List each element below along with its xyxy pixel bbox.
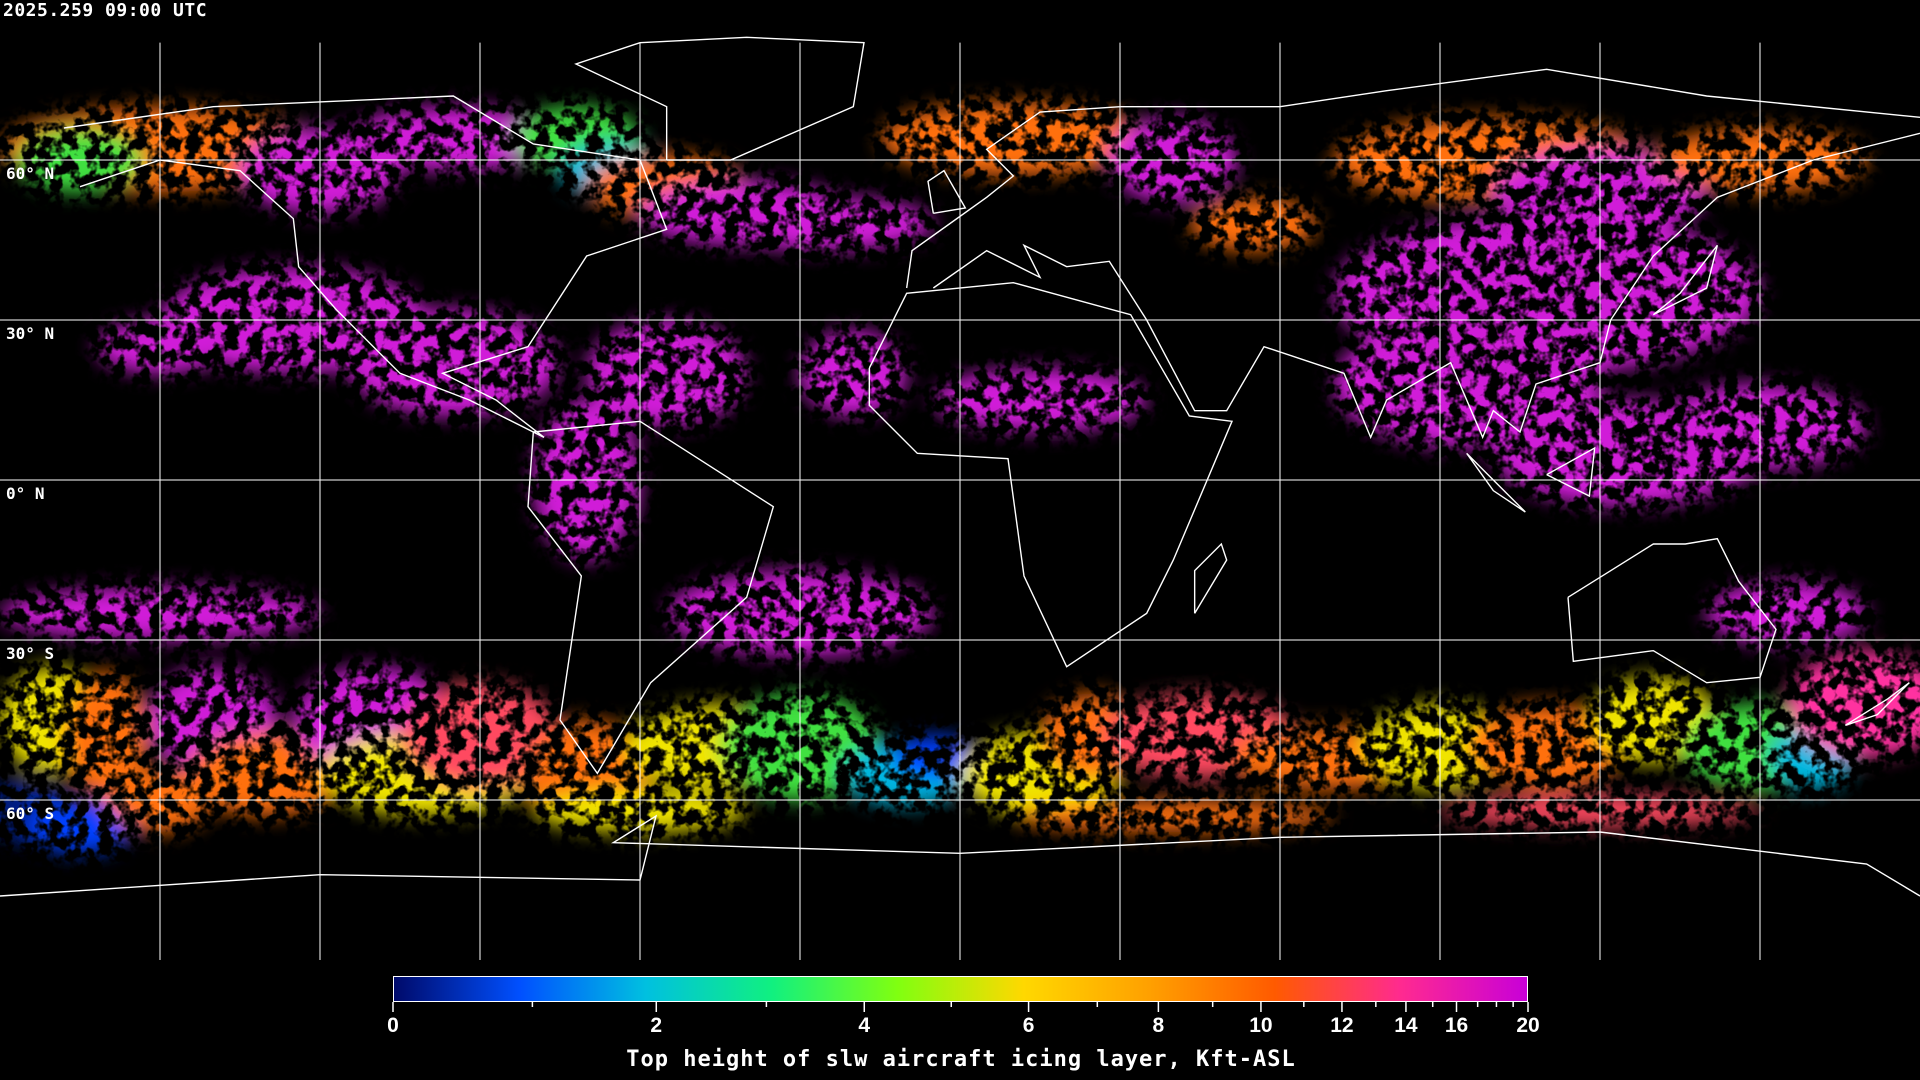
coastline [63, 95, 668, 438]
coastline [868, 281, 1234, 668]
timestamp: 2025.259 09:00 UTC [3, 0, 208, 21]
cloud-region [1466, 704, 1627, 790]
cloud-region [890, 736, 976, 779]
icing-map [0, 36, 1920, 960]
tick-label: 2 [650, 1014, 663, 1037]
coastline [527, 420, 775, 775]
lat-label-60s: 60° S [6, 804, 55, 823]
colorbar-title: Top height of slw aircraft icing layer, … [626, 1047, 1296, 1072]
lat-label-30s: 30° S [6, 644, 55, 663]
tick-label: 0 [387, 1014, 399, 1037]
cloud-region [346, 309, 560, 416]
cloud-region [1189, 197, 1318, 251]
cloud-region [1013, 800, 1334, 832]
cloud-region [720, 197, 934, 251]
coastline [1193, 542, 1228, 614]
coastline [1844, 682, 1910, 726]
cloud-region [346, 106, 560, 171]
lat-label-0n: 0° N [6, 484, 45, 503]
coastline [1546, 446, 1596, 498]
cloud-region [880, 101, 1147, 176]
cloud-region [186, 730, 347, 816]
cloud-region [1706, 581, 1867, 646]
tick-label: 10 [1249, 1014, 1273, 1037]
tick-label: 4 [858, 1014, 871, 1037]
cloud-region [1786, 650, 1920, 758]
colorbar [393, 976, 1528, 1002]
lat-label-60n: 60° N [6, 164, 55, 183]
coastline [932, 132, 1920, 440]
tick-label: 20 [1516, 1014, 1540, 1037]
coastline [927, 169, 967, 215]
coastline [574, 36, 865, 161]
cloud-region [63, 672, 150, 800]
tick-label: 6 [1022, 1014, 1035, 1037]
graticule [0, 42, 1920, 960]
tick-label: 16 [1444, 1014, 1469, 1037]
tick-label: 8 [1152, 1014, 1165, 1037]
coastline [905, 68, 1920, 289]
coastline [1652, 244, 1719, 316]
coastline [1466, 452, 1526, 513]
tick-label: 12 [1330, 1014, 1354, 1037]
tick-label: 14 [1394, 1014, 1418, 1037]
cloud-region [26, 800, 134, 854]
cloud-region [586, 320, 747, 427]
cloud-region [800, 330, 907, 417]
coastline [1567, 537, 1777, 684]
lat-label-30n: 30° N [6, 324, 55, 343]
cloud-region [933, 368, 1147, 432]
